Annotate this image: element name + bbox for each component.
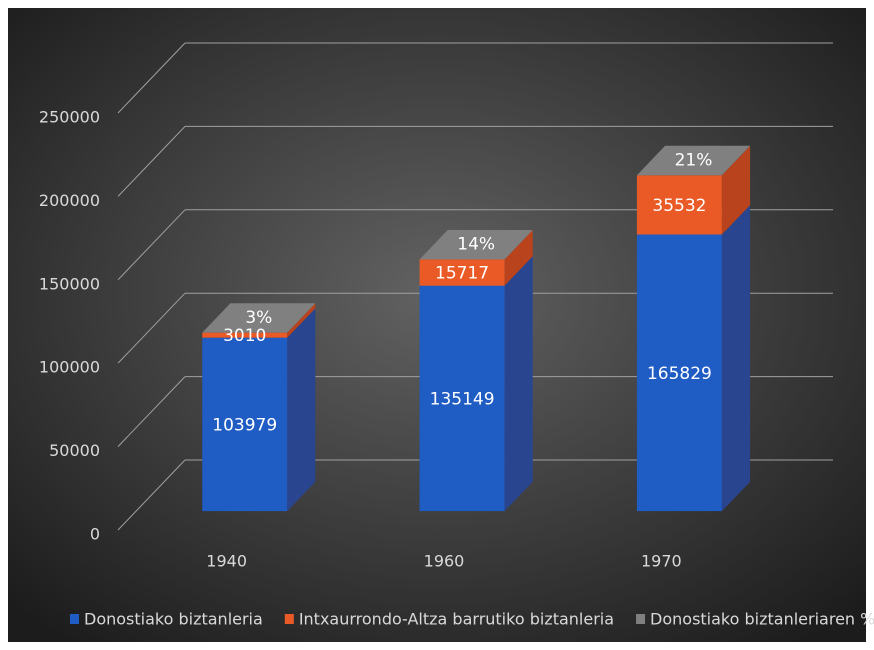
data-label: 165829 (647, 364, 712, 384)
legend-marker (284, 614, 294, 624)
data-label: 3010 (223, 326, 266, 346)
y-tick-label: 200000 (39, 191, 100, 210)
bar-segment-side (504, 230, 533, 260)
bar-segment-side (721, 205, 751, 512)
legend-marker (636, 614, 646, 624)
bar-top (636, 145, 751, 176)
data-label: 135149 (430, 389, 495, 409)
bar-segment-side (504, 230, 533, 286)
grid-line (117, 459, 186, 531)
legend-marker (70, 614, 79, 624)
bar-segment-side (721, 145, 751, 235)
bar-segment (419, 259, 505, 286)
data-label: 3% (245, 308, 272, 328)
bar-segment-side (287, 303, 316, 333)
y-tick-label: 50000 (49, 441, 100, 460)
legend-label: Intxaurrondo-Altza barrutiko biztanleria (299, 610, 614, 629)
bar-segment (636, 175, 722, 235)
legend-label: Donostiako biztanleria (84, 610, 263, 629)
bar-top (419, 230, 533, 260)
data-label: 15717 (435, 264, 489, 284)
grid-line (117, 126, 186, 197)
x-tick-label: 1960 (424, 552, 465, 571)
y-tick-label: 0 (90, 525, 100, 544)
bar-segment (202, 332, 288, 338)
bar-segment-side (287, 303, 316, 338)
bar-segment-side (504, 256, 533, 512)
x-tick-label: 1970 (641, 552, 682, 571)
bar-segment-side (287, 308, 316, 512)
grid-line (117, 209, 186, 281)
bar-segment (202, 337, 288, 512)
grid-line (117, 42, 186, 114)
bar-segment-side (721, 145, 751, 176)
y-tick-label: 100000 (39, 358, 100, 377)
y-tick-label: 250000 (39, 108, 100, 127)
legend-label: Donostiako biztanleriaren % (650, 610, 874, 629)
bar-top (202, 303, 316, 333)
bar-segment (419, 285, 505, 512)
grid-line (117, 292, 186, 364)
data-label: 35532 (652, 196, 706, 216)
x-tick-label: 1940 (206, 552, 247, 571)
data-label: 14% (457, 235, 495, 255)
y-tick-label: 150000 (39, 274, 100, 293)
grid-line (117, 376, 186, 447)
data-label: 103979 (212, 415, 277, 435)
data-label: 21% (675, 150, 713, 170)
bar-segment (636, 234, 722, 512)
